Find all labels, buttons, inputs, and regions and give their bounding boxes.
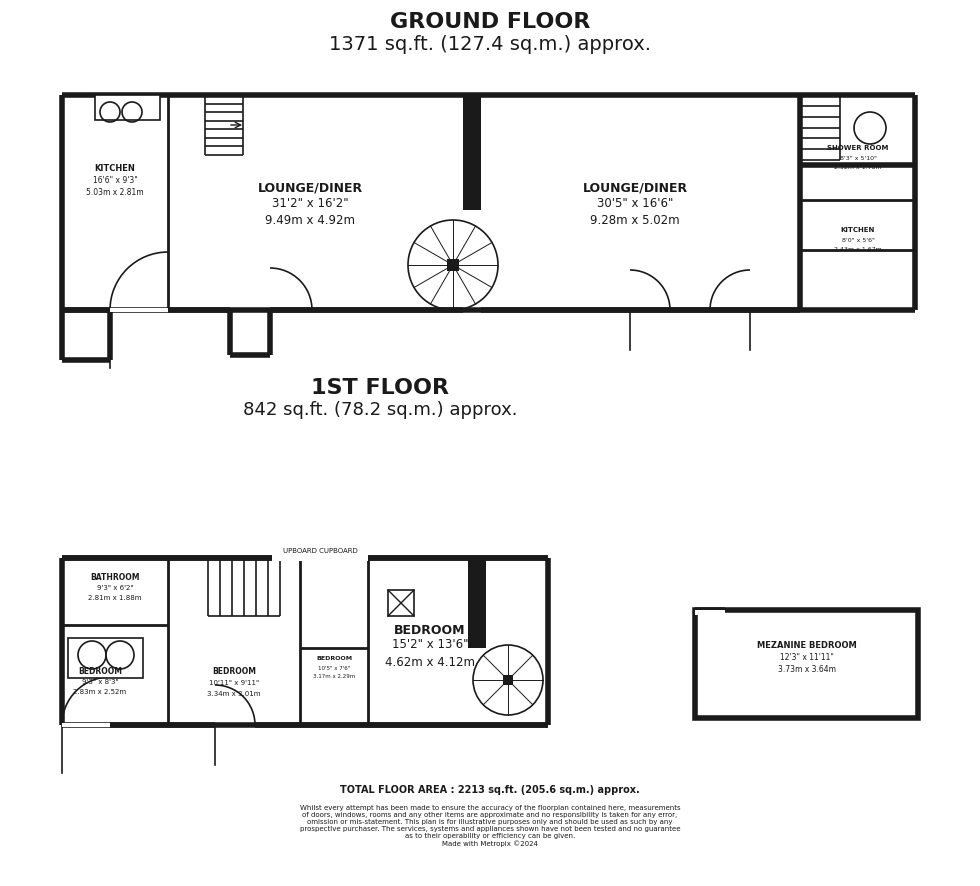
- Bar: [95, 95, 160, 120]
- Text: 8'3" x 5'10": 8'3" x 5'10": [840, 156, 876, 160]
- Bar: [68, 638, 143, 678]
- Text: 3.34m x 3.01m: 3.34m x 3.01m: [207, 691, 261, 697]
- Text: 8'0" x 5'6": 8'0" x 5'6": [842, 237, 874, 243]
- Text: TOTAL FLOOR AREA : 2213 sq.ft. (205.6 sq.m.) approx.: TOTAL FLOOR AREA : 2213 sq.ft. (205.6 sq…: [340, 785, 640, 795]
- Text: 2.81m x 1.88m: 2.81m x 1.88m: [88, 595, 142, 601]
- Text: SHOWER ROOM: SHOWER ROOM: [827, 145, 889, 151]
- Text: 2.43m x 1.67m: 2.43m x 1.67m: [834, 246, 882, 252]
- Text: 1371 sq.ft. (127.4 sq.m.) approx.: 1371 sq.ft. (127.4 sq.m.) approx.: [329, 35, 651, 53]
- Text: BEDROOM: BEDROOM: [78, 667, 122, 677]
- Bar: [272, 555, 368, 561]
- Text: 9'3" x 6'2": 9'3" x 6'2": [97, 585, 133, 591]
- Text: BATHROOM: BATHROOM: [90, 572, 140, 581]
- Text: KITCHEN: KITCHEN: [841, 227, 875, 233]
- Text: BEDROOM: BEDROOM: [316, 656, 352, 660]
- Text: KITCHEN: KITCHEN: [94, 164, 135, 173]
- Text: 3.17m x 2.29m: 3.17m x 2.29m: [313, 674, 355, 680]
- Text: 31'2" x 16'2": 31'2" x 16'2": [271, 197, 348, 209]
- Text: 2.83m x 2.52m: 2.83m x 2.52m: [74, 689, 126, 695]
- Text: 3.73m x 3.64m: 3.73m x 3.64m: [778, 665, 836, 674]
- Bar: [110, 308, 168, 312]
- Bar: [468, 558, 486, 648]
- Text: BEDROOM: BEDROOM: [212, 667, 256, 677]
- Bar: [695, 610, 725, 615]
- Text: 30'5" x 16'6": 30'5" x 16'6": [597, 197, 673, 209]
- Text: 2.52m x 1.78m: 2.52m x 1.78m: [834, 165, 882, 169]
- Bar: [447, 259, 459, 271]
- Text: 10'11" x 9'11": 10'11" x 9'11": [209, 680, 259, 686]
- Bar: [463, 95, 481, 210]
- Text: GROUND FLOOR: GROUND FLOOR: [390, 12, 590, 32]
- Text: 9'3" x 8'3": 9'3" x 8'3": [81, 679, 119, 685]
- Text: LOUNGE/DINER: LOUNGE/DINER: [258, 182, 363, 195]
- Text: LOUNGE/DINER: LOUNGE/DINER: [582, 182, 688, 195]
- Text: Whilst every attempt has been made to ensure the accuracy of the floorplan conta: Whilst every attempt has been made to en…: [300, 805, 680, 847]
- Text: 15'2" x 13'6": 15'2" x 13'6": [392, 639, 468, 651]
- Text: 9.49m x 4.92m: 9.49m x 4.92m: [265, 214, 355, 227]
- Bar: [388, 590, 414, 616]
- Bar: [695, 610, 918, 718]
- Text: 4.62m x 4.12m: 4.62m x 4.12m: [385, 657, 475, 670]
- Text: BEDROOM: BEDROOM: [394, 624, 466, 636]
- Text: 9.28m x 5.02m: 9.28m x 5.02m: [590, 214, 680, 227]
- Text: UPBOARD CUPBOARD: UPBOARD CUPBOARD: [282, 548, 358, 554]
- Bar: [62, 723, 110, 727]
- Text: 10'5" x 7'6": 10'5" x 7'6": [318, 665, 350, 671]
- Text: 12'3" x 11'11": 12'3" x 11'11": [780, 654, 834, 663]
- Text: 5.03m x 2.81m: 5.03m x 2.81m: [86, 188, 144, 197]
- Text: 842 sq.ft. (78.2 sq.m.) approx.: 842 sq.ft. (78.2 sq.m.) approx.: [243, 401, 517, 419]
- Bar: [503, 675, 513, 685]
- Text: 16'6" x 9'3": 16'6" x 9'3": [93, 175, 137, 184]
- Text: 1ST FLOOR: 1ST FLOOR: [311, 378, 449, 398]
- Text: MEZANINE BEDROOM: MEZANINE BEDROOM: [758, 641, 857, 649]
